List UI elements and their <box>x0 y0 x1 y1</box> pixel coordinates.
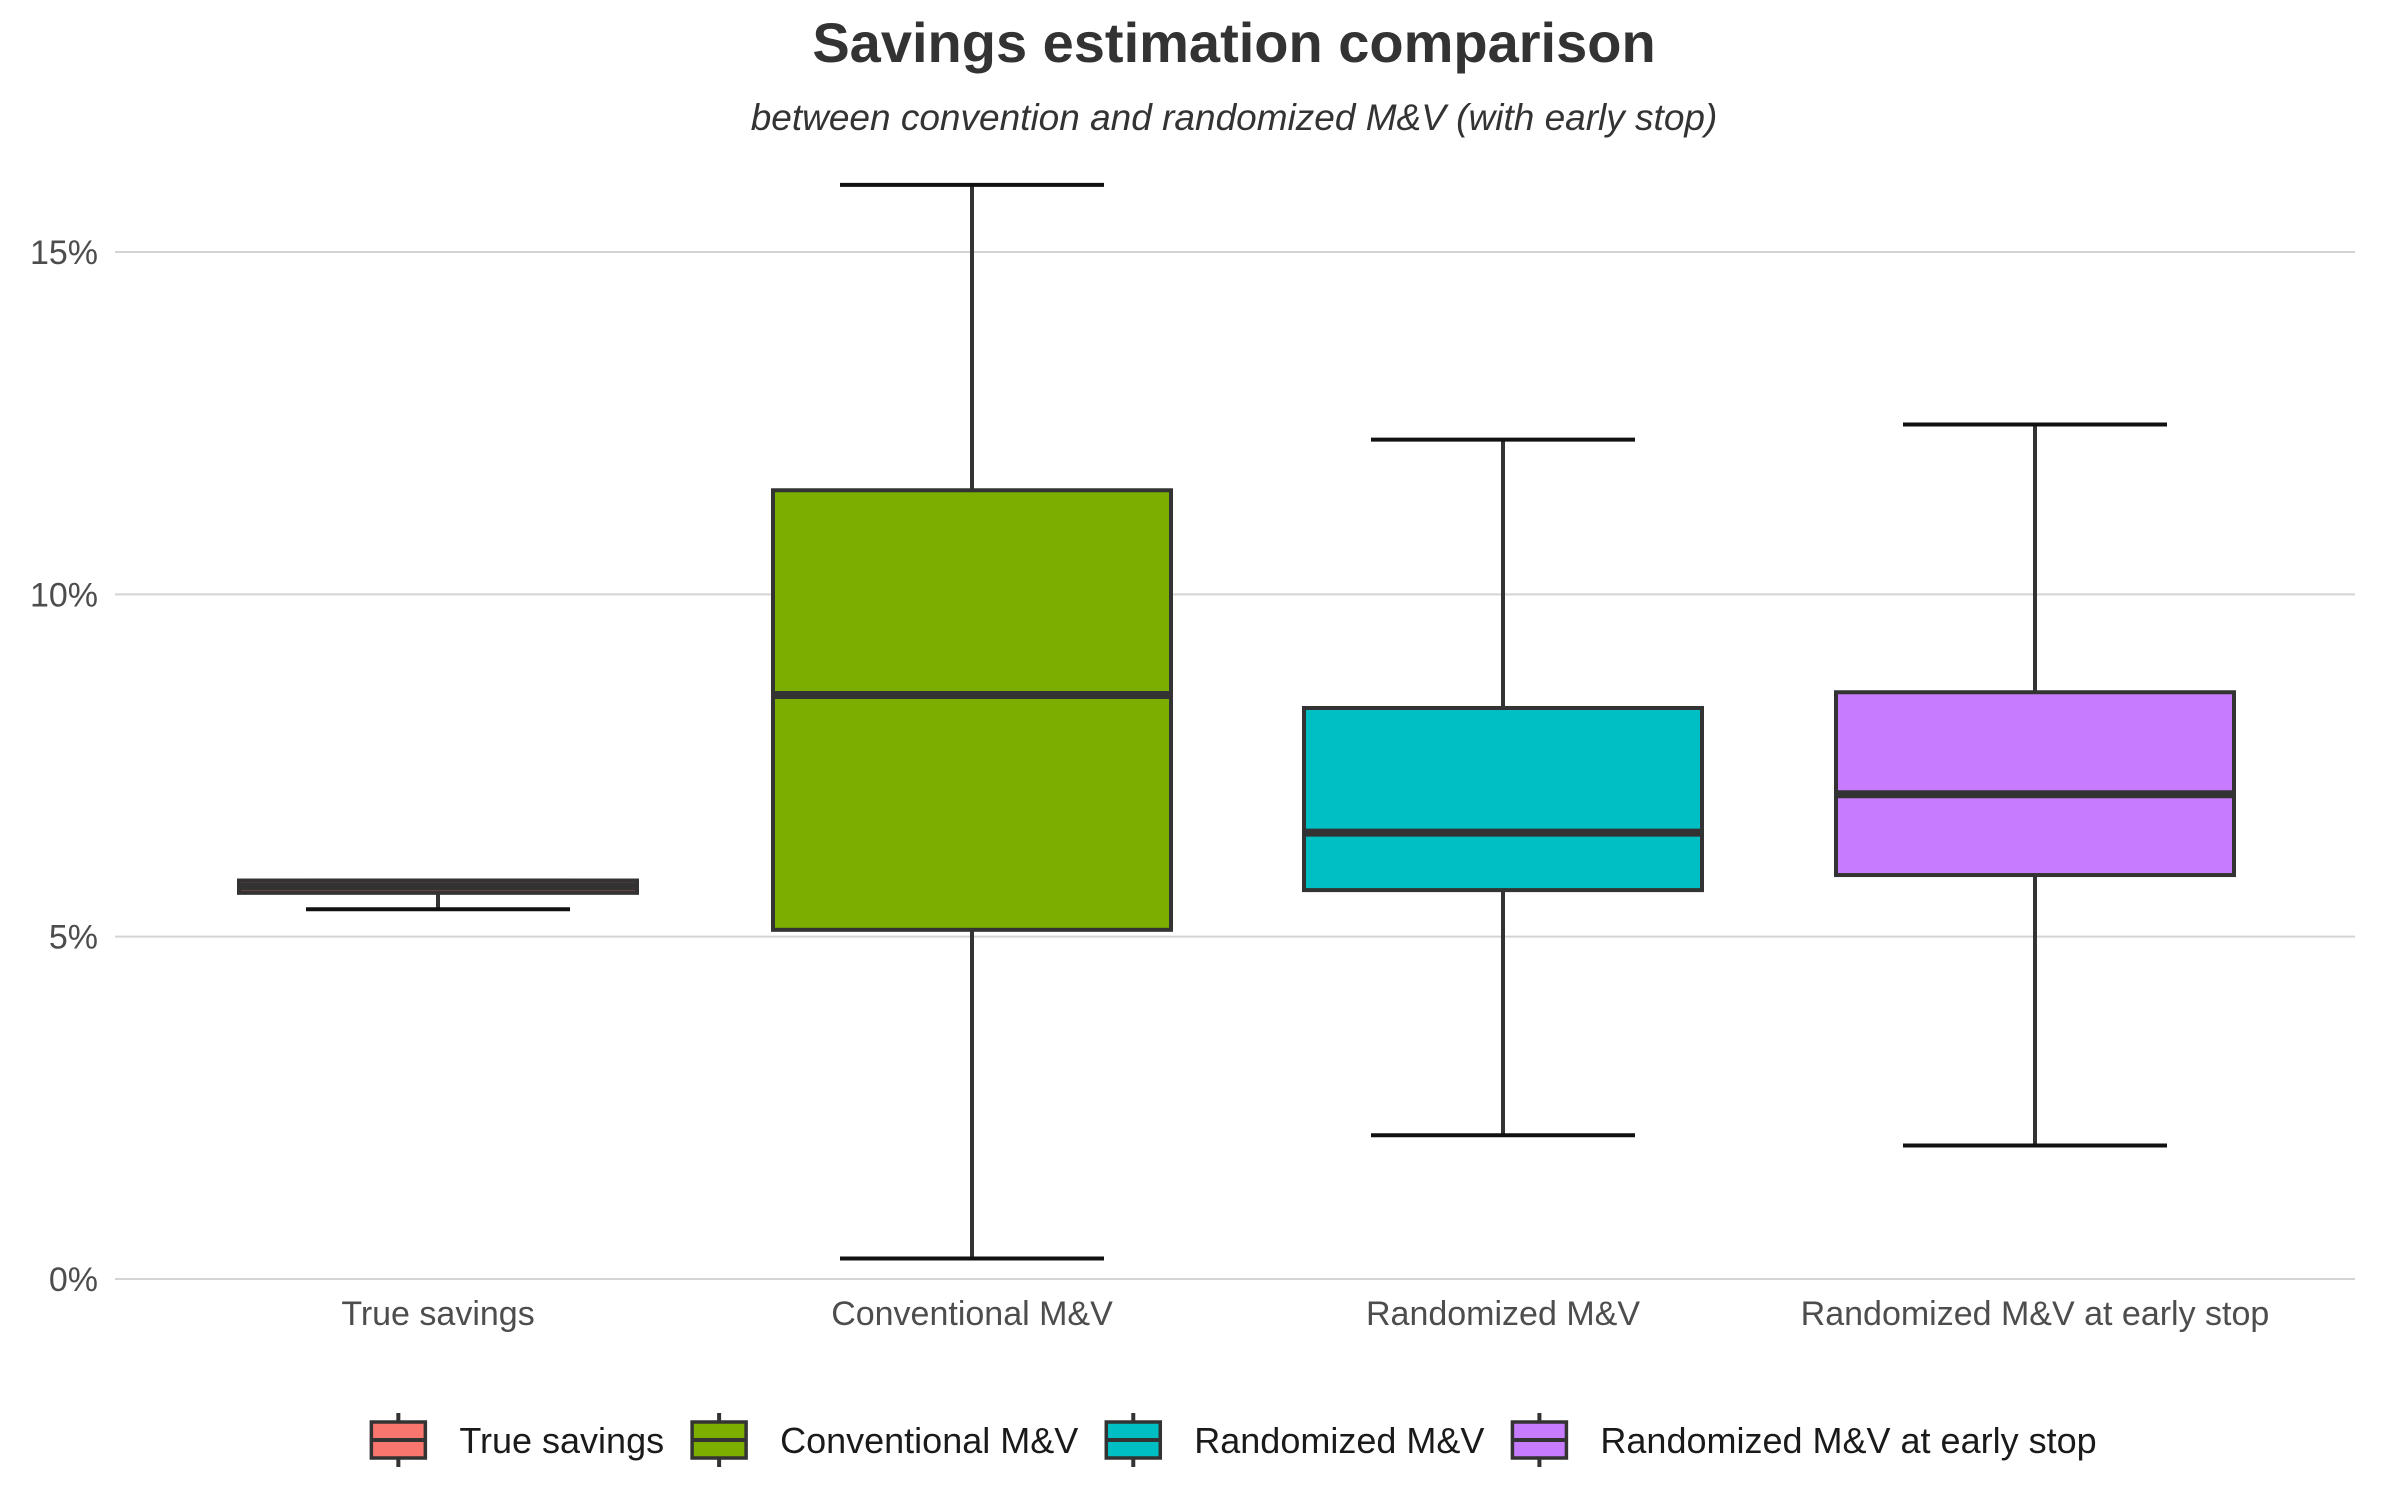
chart-title: Savings estimation comparison <box>812 11 1655 74</box>
y-tick-label: 0% <box>49 1261 98 1299</box>
x-axis-ticks: True savings Conventional M&V Randomized M… <box>341 1295 2269 1333</box>
box-1 <box>237 878 639 912</box>
x-tick-label: True savings <box>341 1295 534 1333</box>
legend-item: True savings <box>369 1413 664 1467</box>
box-body <box>1302 705 1704 893</box>
legend: True savings Conventional M&V Randomized M… <box>369 1413 2097 1467</box>
legend-label: True savings <box>459 1420 664 1461</box>
y-tick-label: 5% <box>49 919 98 957</box>
box-body <box>1834 690 2236 878</box>
box-body <box>771 488 1173 932</box>
box-3 <box>1302 437 1704 1138</box>
y-axis-ticks: 0% 5% 10% 15% <box>30 234 98 1299</box>
legend-label: Conventional M&V <box>780 1420 1078 1461</box>
legend-item: Randomized M&V at early stop <box>1510 1413 2097 1467</box>
legend-label: Randomized M&V at early stop <box>1600 1420 2096 1461</box>
boxes <box>237 182 2236 1261</box>
x-tick-label: Conventional M&V <box>831 1295 1113 1333</box>
chart-subtitle: between convention and randomized M&V (w… <box>751 97 1718 138</box>
gridlines <box>115 251 2355 1280</box>
legend-item: Conventional M&V <box>690 1413 1078 1467</box>
x-tick-label: Randomized M&V <box>1366 1295 1640 1333</box>
box-4 <box>1834 422 2236 1148</box>
y-tick-label: 15% <box>30 234 98 272</box>
legend-item: Randomized M&V <box>1104 1413 1484 1467</box>
legend-label: Randomized M&V <box>1194 1420 1484 1461</box>
box-2 <box>771 182 1173 1261</box>
x-tick-label: Randomized M&V at early stop <box>1801 1295 2270 1333</box>
y-tick-label: 10% <box>30 576 98 614</box>
